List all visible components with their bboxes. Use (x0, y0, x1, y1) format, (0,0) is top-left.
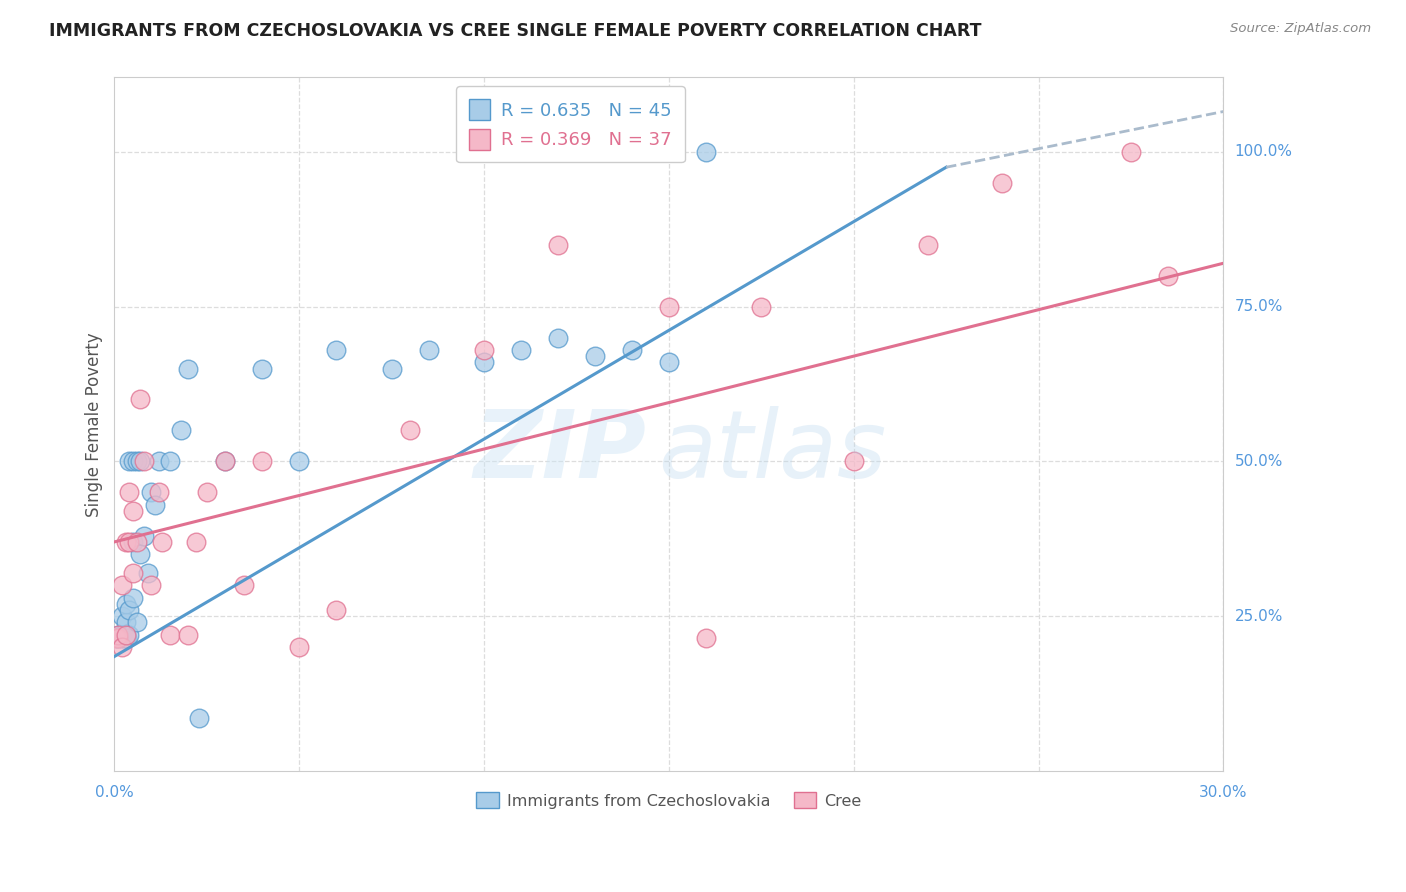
Point (129, 392, 152, 407)
Point (159, 628, 181, 642)
Text: 50.0%: 50.0% (1234, 454, 1282, 469)
Text: IMMIGRANTS FROM CZECHOSLOVAKIA VS CREE SINGLE FEMALE POVERTY CORRELATION CHART: IMMIGRANTS FROM CZECHOSLOVAKIA VS CREE S… (49, 22, 981, 40)
Point (114, 628, 136, 642)
Point (114, 631, 136, 645)
Point (111, 631, 134, 645)
Point (148, 454, 170, 468)
Point (111, 628, 134, 642)
Point (583, 349, 606, 363)
Point (399, 424, 422, 438)
Point (122, 504, 145, 518)
Point (132, 454, 155, 468)
Point (381, 361, 404, 376)
Point (547, 330, 569, 344)
Point (114, 628, 136, 642)
Point (547, 237, 569, 252)
Point (658, 300, 681, 314)
Point (141, 485, 163, 500)
Point (105, 631, 128, 645)
Text: atlas: atlas (658, 407, 886, 498)
Point (177, 361, 200, 376)
Point (288, 640, 311, 655)
Point (170, 424, 193, 438)
Point (125, 535, 148, 549)
Point (118, 628, 141, 642)
Point (143, 498, 166, 512)
Point (111, 609, 134, 624)
Point (129, 454, 152, 468)
Point (695, 145, 717, 159)
Point (122, 591, 145, 605)
Point (118, 535, 141, 549)
Point (232, 578, 254, 592)
Point (122, 454, 145, 468)
Point (658, 355, 681, 369)
Point (148, 485, 170, 500)
Point (118, 603, 141, 617)
Point (288, 454, 311, 468)
Point (325, 343, 347, 357)
Point (105, 631, 128, 645)
Point (117, 631, 139, 645)
Text: 100.0%: 100.0% (1234, 145, 1292, 160)
Point (114, 597, 136, 611)
Point (842, 454, 865, 468)
Point (125, 454, 148, 468)
Point (107, 631, 129, 645)
Point (136, 566, 159, 580)
Point (107, 628, 129, 642)
Text: 0.0%: 0.0% (96, 785, 134, 800)
Point (214, 454, 236, 468)
Point (125, 615, 148, 630)
Point (152, 535, 174, 549)
Point (620, 343, 643, 357)
Point (118, 454, 141, 468)
Point (111, 578, 134, 592)
Point (418, 343, 440, 357)
Point (695, 631, 717, 645)
Point (325, 603, 347, 617)
Point (188, 711, 211, 725)
Point (1119, 145, 1142, 159)
Point (177, 628, 200, 642)
Point (214, 454, 236, 468)
Point (252, 454, 274, 468)
Point (990, 176, 1012, 190)
Point (184, 535, 207, 549)
Point (132, 529, 155, 543)
Point (114, 615, 136, 630)
Text: 75.0%: 75.0% (1234, 299, 1282, 314)
Text: 25.0%: 25.0% (1234, 608, 1282, 624)
Point (510, 343, 533, 357)
Point (107, 628, 129, 642)
Point (917, 237, 939, 252)
Point (472, 355, 495, 369)
Text: 30.0%: 30.0% (1199, 785, 1247, 800)
Point (114, 535, 136, 549)
Point (111, 640, 134, 655)
Point (108, 631, 131, 645)
Point (751, 300, 773, 314)
Y-axis label: Single Female Poverty: Single Female Poverty (86, 332, 103, 516)
Point (107, 631, 129, 645)
Point (472, 343, 495, 357)
Point (1157, 268, 1180, 283)
Point (195, 485, 218, 500)
Text: ZIP: ZIP (474, 406, 647, 498)
Point (122, 566, 145, 580)
Point (141, 578, 163, 592)
Point (118, 485, 141, 500)
Point (122, 535, 145, 549)
Point (159, 454, 181, 468)
Legend: Immigrants from Czechoslovakia, Cree: Immigrants from Czechoslovakia, Cree (470, 786, 868, 815)
Text: Source: ZipAtlas.com: Source: ZipAtlas.com (1230, 22, 1371, 36)
Point (112, 631, 135, 645)
Point (252, 361, 274, 376)
Point (129, 547, 152, 561)
